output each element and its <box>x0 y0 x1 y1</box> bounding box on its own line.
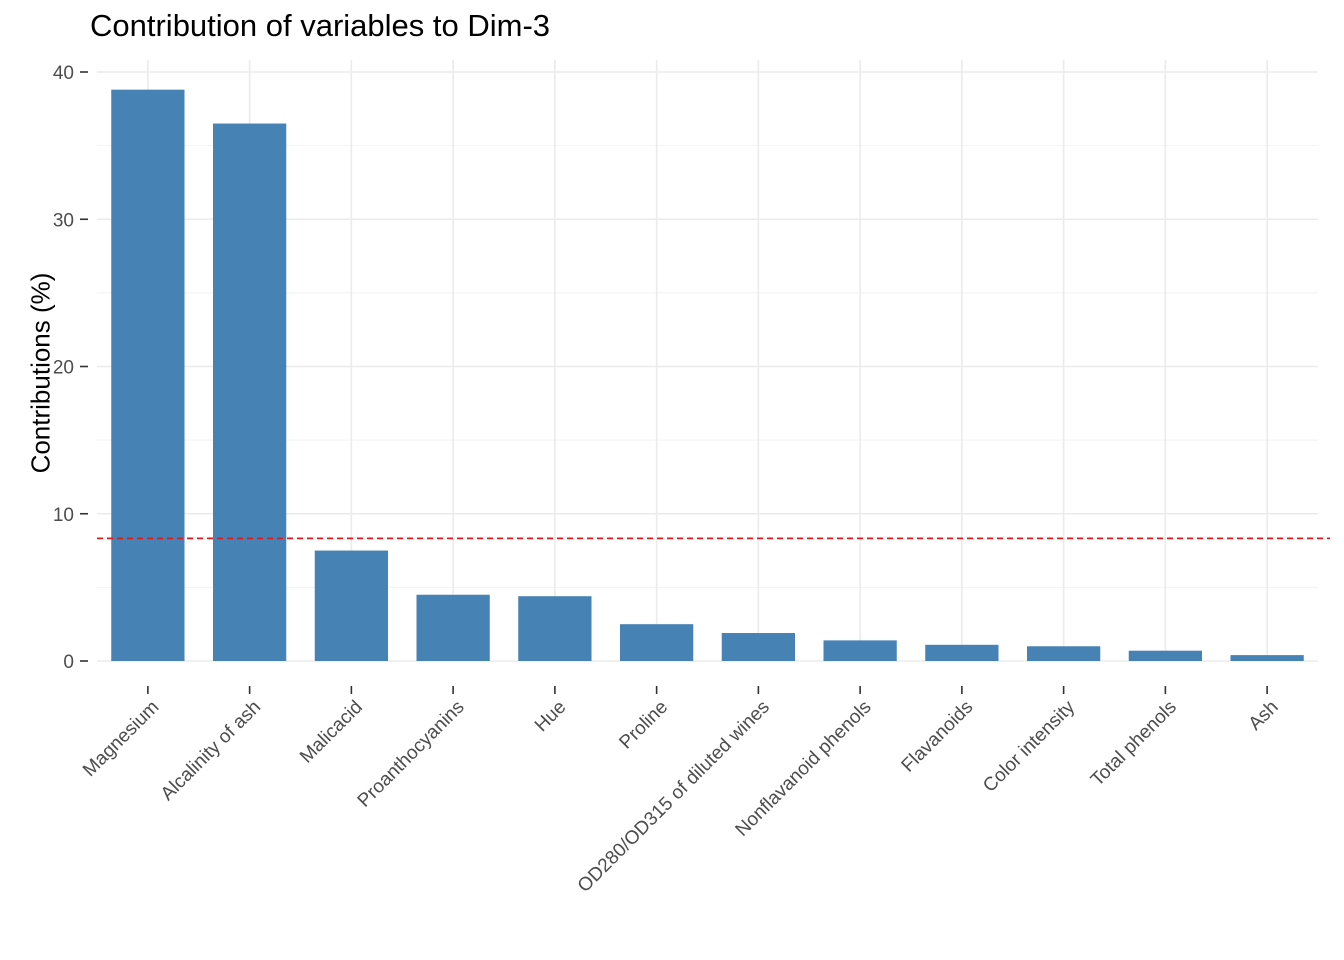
bar <box>111 89 185 662</box>
x-tick-label: Color intensity <box>979 696 1079 796</box>
x-tick-label: Hue <box>531 697 570 736</box>
bars <box>111 89 1304 662</box>
x-tick-label: OD280/OD315 of diluted wines <box>574 697 774 897</box>
bar <box>1128 650 1203 661</box>
y-axis: 0 10 20 30 40 <box>53 63 88 673</box>
bar <box>1026 646 1101 661</box>
bar <box>721 633 796 661</box>
bar <box>619 624 694 661</box>
x-tick-label: Malicacid <box>296 697 367 768</box>
y-tick-label: 0 <box>63 652 74 673</box>
x-tick-label: Proanthocyanins <box>354 697 469 812</box>
y-tick-label: 20 <box>53 358 74 379</box>
y-tick-label: 30 <box>53 210 74 231</box>
bar <box>212 123 287 662</box>
y-tick-label: 40 <box>53 63 74 84</box>
x-tick-label: Alcalinity of ash <box>157 697 265 805</box>
y-tick-label: 10 <box>53 505 74 526</box>
bar <box>823 640 897 661</box>
x-tick-label: Magnesium <box>79 697 163 781</box>
x-tick-label: Flavanoids <box>898 697 978 777</box>
bar <box>1230 655 1304 661</box>
x-tick-label: Proline <box>615 697 672 754</box>
bar <box>518 596 592 661</box>
chart-title: Contribution of variables to Dim-3 <box>90 8 551 43</box>
bar <box>416 594 490 661</box>
bar <box>314 550 389 661</box>
x-tick-label: Ash <box>1245 697 1283 735</box>
bar <box>925 644 999 661</box>
x-tick-label: Total phenols <box>1087 697 1181 791</box>
